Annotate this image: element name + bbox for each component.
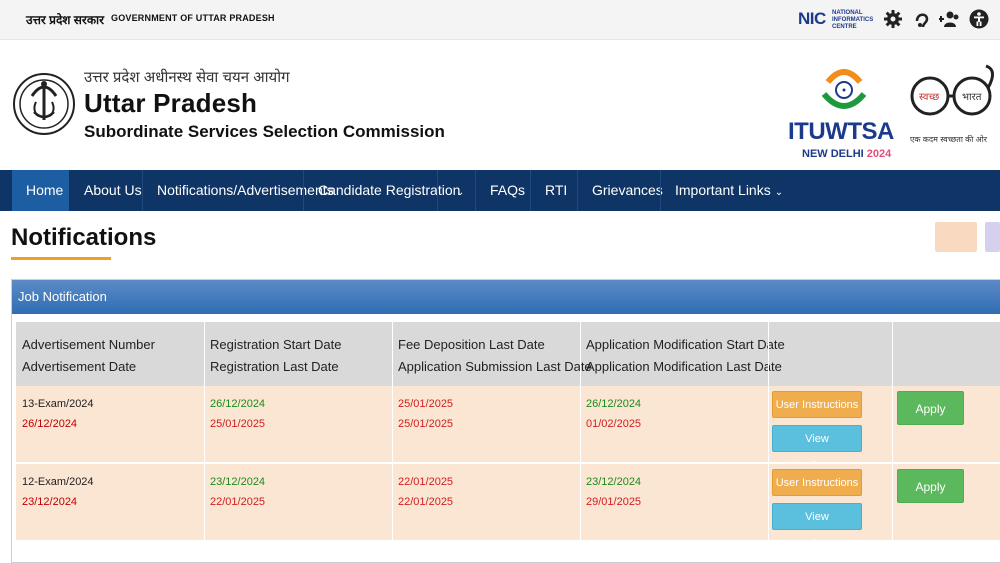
swachh-caption: एक कदम स्वच्छता की ओर: [910, 135, 988, 144]
registration-cell: 26/12/2024 25/01/2025: [210, 398, 266, 430]
table-header: Advertisement Number Advertisement Date R…: [16, 322, 1000, 386]
site-header: उत्तर प्रदेश अधीनस्थ सेवा चयन आयोग Uttar…: [0, 40, 1000, 170]
nav-about-us[interactable]: About Us: [84, 182, 142, 198]
nic-short-label: NIC: [798, 9, 826, 28]
highlight-swatch[interactable]: [985, 222, 1000, 252]
nic-full-label: NATIONAL INFORMATICS CENTRE: [832, 10, 874, 30]
modification-cell: 23/12/2024 29/01/2025: [586, 476, 642, 508]
page-title: Notifications: [11, 224, 157, 251]
row-divider: [16, 462, 1000, 464]
fee-cell: 25/01/2025 25/01/2025: [398, 398, 454, 430]
view-advertisement-button[interactable]: View Advertisement: [772, 425, 862, 472]
nav-faqs[interactable]: FAQs: [490, 182, 526, 198]
user-instructions-button[interactable]: User Instructions: [772, 391, 862, 418]
apply-button[interactable]: Apply: [897, 391, 964, 425]
ituwtsa-logo[interactable]: ITUWTSA NEW DELHI 2024: [788, 60, 900, 170]
table-row: 13-Exam/2024 26/12/2024 26/12/2024 25/01/2…: [16, 386, 1000, 472]
top-bar: उत्तर प्रदेश सरकार GOVERNMENT OF UTTAR P…: [0, 0, 1000, 40]
nav-rti[interactable]: RTI: [545, 182, 568, 198]
audio-icon[interactable]: [912, 9, 932, 29]
chevron-down-icon: ⌄: [774, 187, 784, 198]
gov-english-label: GOVERNMENT OF UTTAR PRADESH: [111, 13, 275, 23]
nav-important-links[interactable]: Important Links ⌄: [661, 170, 797, 211]
nav-separator: [437, 170, 438, 211]
column-divider: [892, 322, 893, 540]
nav-home[interactable]: Home: [12, 170, 69, 211]
adv-cell: 12-Exam/2024 23/12/2024: [22, 476, 94, 508]
nav-separator: [577, 170, 578, 211]
gear-icon[interactable]: [883, 9, 903, 29]
adv-cell: 13-Exam/2024 26/12/2024: [22, 398, 94, 430]
user-instructions-button[interactable]: User Instructions: [772, 469, 862, 496]
nav-separator: [142, 170, 143, 211]
nav-more-dropdown[interactable]: ⌄: [438, 170, 476, 211]
job-notification-panel: Job Notification Advertisement Number Adv…: [11, 279, 1000, 563]
table-row: 12-Exam/2024 23/12/2024 23/12/2024 22/01/2…: [16, 464, 1000, 550]
org-name: Uttar Pradesh: [84, 88, 258, 118]
emblem-logo[interactable]: [12, 56, 76, 152]
column-divider: [768, 322, 769, 540]
column-divider: [580, 322, 581, 540]
gov-hindi-label: उत्तर प्रदेश सरकार: [26, 13, 105, 27]
swachh-bharat-logo[interactable]: स्वच्छ भारत एक कदम स्वच्छता की ओर: [906, 62, 1000, 154]
nav-candidate-registration[interactable]: Candidate Registration: [318, 182, 461, 198]
add-user-icon[interactable]: [938, 9, 959, 29]
nav-separator: [303, 170, 304, 211]
main-nav: Home About Us Notifications/Advertisemen…: [0, 170, 1000, 211]
chevron-down-icon: ⌄: [456, 187, 465, 198]
itu-location: NEW DELHI 2024: [802, 148, 892, 160]
nav-separator: [660, 170, 661, 211]
nav-notifications[interactable]: Notifications/Advertisements: [157, 182, 334, 198]
header-modification: Application Modification Start Date Appli…: [586, 337, 785, 374]
itu-wordmark: ITUWTSA: [788, 118, 894, 145]
header-fee: Fee Deposition Last Date Application Subm…: [398, 337, 592, 374]
nav-separator: [530, 170, 531, 211]
svg-text:भारत: भारत: [962, 92, 982, 103]
modification-cell: 26/12/2024 01/02/2025: [586, 398, 642, 430]
fee-cell: 22/01/2025 22/01/2025: [398, 476, 454, 508]
view-advertisement-button[interactable]: View Advertisement: [772, 503, 862, 550]
org-subtitle: Subordinate Services Selection Commissio…: [84, 122, 445, 141]
org-hindi-name: उत्तर प्रदेश अधीनस्थ सेवा चयन आयोग: [84, 69, 290, 86]
header-registration: Registration Start Date Registration Last…: [210, 337, 342, 374]
header-advertisement: Advertisement Number Advertisement Date: [22, 337, 155, 374]
registration-cell: 23/12/2024 22/01/2025: [210, 476, 266, 508]
panel-title: Job Notification: [12, 280, 1000, 314]
nav-grievances[interactable]: Grievances: [592, 182, 663, 198]
column-divider: [204, 322, 205, 540]
nav-separator: [475, 170, 476, 211]
highlight-swatch[interactable]: [935, 222, 977, 252]
accessibility-icon[interactable]: [969, 9, 989, 29]
svg-text:स्वच्छ: स्वच्छ: [919, 92, 939, 103]
nic-logo[interactable]: NIC NATIONAL INFORMATICS CENTRE: [798, 7, 876, 31]
title-underline: [11, 257, 111, 260]
apply-button[interactable]: Apply: [897, 469, 964, 503]
column-divider: [392, 322, 393, 540]
